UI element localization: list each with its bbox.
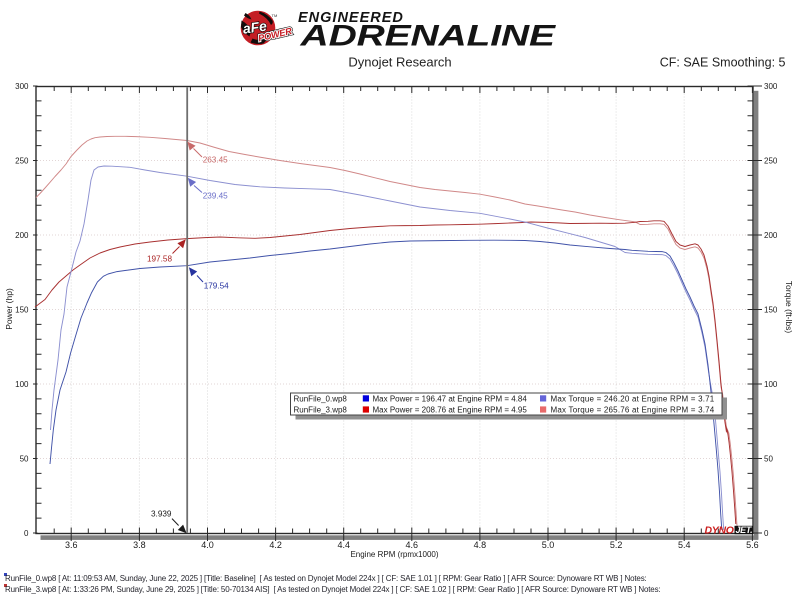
svg-text:4.4: 4.4 [337,540,350,550]
svg-text:5.6: 5.6 [746,540,759,550]
svg-text:200: 200 [15,231,29,240]
svg-text:300: 300 [764,82,778,91]
svg-text:5.4: 5.4 [678,540,691,550]
svg-text:4.6: 4.6 [406,540,419,550]
svg-text:100: 100 [764,380,778,389]
svg-text:0: 0 [764,529,769,538]
svg-text:5.2: 5.2 [610,540,623,550]
svg-text:239.45: 239.45 [203,191,228,200]
svg-text:Power (hp): Power (hp) [4,288,14,330]
svg-text:197.58: 197.58 [147,254,172,263]
svg-text:300: 300 [15,82,29,91]
svg-text:DYNO: DYNO [705,525,734,537]
svg-text:RunFile_0.wp8: RunFile_0.wp8 [294,394,348,403]
svg-text:179.54: 179.54 [204,281,229,290]
svg-text:Dynojet Research: Dynojet Research [348,55,451,70]
svg-text:4.8: 4.8 [474,540,487,550]
svg-text:RunFile_3.wp8: RunFile_3.wp8 [294,406,348,415]
svg-text:ADRENALINE: ADRENALINE [299,20,557,53]
svg-text:3.939: 3.939 [151,510,172,519]
svg-text:250: 250 [764,156,778,165]
svg-text:TM: TM [272,13,278,18]
svg-text:CF: SAE Smoothing: 5: CF: SAE Smoothing: 5 [660,56,786,70]
svg-text:3.6: 3.6 [65,540,78,550]
svg-text:150: 150 [15,305,29,314]
svg-text:aFe: aFe [242,18,268,37]
svg-text:200: 200 [764,231,778,240]
svg-text:5.0: 5.0 [542,540,555,550]
svg-text:Max Torque = 265.76 at Engine: Max Torque = 265.76 at Engine RPM = 3.74 [551,406,715,415]
svg-text:263.45: 263.45 [203,156,228,165]
svg-text:ENGINEERED: ENGINEERED [298,10,404,26]
svg-text:50: 50 [764,454,773,463]
svg-text:Max Power = 196.47 at Engine R: Max Power = 196.47 at Engine RPM = 4.84 [373,394,528,403]
svg-text:4.0: 4.0 [201,540,214,550]
svg-text:Max Power = 208.76 at Engine R: Max Power = 208.76 at Engine RPM = 4.95 [373,406,528,415]
svg-text:150: 150 [764,305,778,314]
svg-text:4.2: 4.2 [269,540,282,550]
svg-text:100: 100 [15,380,29,389]
svg-text:Max Torque = 246.20 at Engine: Max Torque = 246.20 at Engine RPM = 3.71 [551,394,715,403]
svg-text:3.8: 3.8 [133,540,146,550]
svg-text:Torque (ft-lbs): Torque (ft-lbs) [784,281,794,334]
svg-text:Engine RPM (rpmx1000): Engine RPM (rpmx1000) [350,550,438,559]
svg-text:50: 50 [20,454,29,463]
svg-text:0: 0 [24,529,29,538]
svg-text:JET.: JET. [736,525,753,535]
svg-text:250: 250 [15,156,29,165]
